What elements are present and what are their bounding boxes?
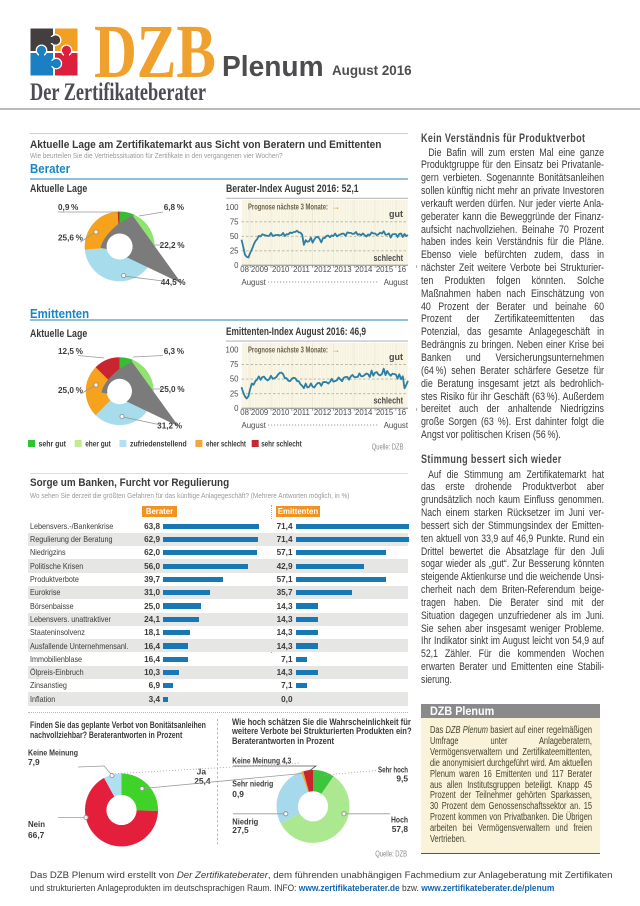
svg-text:Sehr niedrig: Sehr niedrig: [232, 779, 273, 789]
svg-text:2015: 2015: [376, 408, 394, 417]
svg-text:2011: 2011: [293, 408, 310, 417]
svg-text:Sehr hoch: Sehr hoch: [378, 764, 408, 774]
svg-text:25: 25: [230, 389, 239, 398]
svg-text:6,8 %: 6,8 %: [164, 203, 185, 212]
svg-text:2010: 2010: [272, 408, 290, 417]
svg-text:August: August: [242, 278, 267, 287]
svg-text:66,7: 66,7: [28, 830, 45, 840]
svg-text:75: 75: [230, 217, 239, 226]
svg-text:25,0 %: 25,0 %: [160, 385, 186, 394]
svg-text:9,5: 9,5: [396, 774, 408, 784]
svg-text:2010: 2010: [272, 265, 290, 274]
svg-text:→: →: [331, 344, 340, 354]
svg-text:Nein: Nein: [28, 819, 45, 829]
svg-text:→: →: [331, 202, 340, 212]
svg-text:16: 16: [397, 408, 406, 417]
svg-text:0,9: 0,9: [232, 789, 244, 799]
svg-text:27,5: 27,5: [232, 825, 249, 835]
svg-text:schlecht: schlecht: [374, 253, 404, 263]
svg-text:gut: gut: [389, 352, 403, 362]
svg-text:6,3 %: 6,3 %: [164, 347, 185, 356]
svg-text:08: 08: [240, 265, 249, 274]
svg-text:25,0 %: 25,0 %: [58, 386, 84, 395]
svg-text:eher schlecht: eher schlecht: [206, 440, 246, 449]
svg-text:100: 100: [225, 203, 239, 212]
svg-text:50: 50: [230, 232, 239, 241]
svg-text:gut: gut: [389, 209, 403, 219]
svg-text:2009: 2009: [251, 265, 268, 274]
svg-text:2011: 2011: [293, 265, 310, 274]
svg-text:sehr schlecht: sehr schlecht: [261, 440, 302, 449]
svg-text:2013: 2013: [334, 408, 351, 417]
svg-text:31,2 %: 31,2 %: [157, 422, 183, 431]
svg-text:Ja: Ja: [197, 767, 207, 777]
svg-text:08: 08: [240, 408, 249, 417]
svg-text:2012: 2012: [314, 265, 331, 274]
svg-text:Emittenten-Index August 2016:: Emittenten-Index August 2016: 46,9: [226, 326, 366, 338]
svg-text:Keine Meinung 4,3: Keine Meinung 4,3: [232, 756, 291, 766]
svg-text:16: 16: [397, 265, 406, 274]
svg-text:22,2 %: 22,2 %: [160, 241, 186, 250]
svg-text:zufriedenstellend: zufriedenstellend: [130, 440, 187, 449]
svg-text:schlecht: schlecht: [374, 396, 404, 406]
svg-text:7,9: 7,9: [28, 757, 40, 767]
svg-text:Berater-Index August 2016: 52,: Berater-Index August 2016: 52,1: [226, 183, 359, 195]
svg-text:0,9 %: 0,9 %: [58, 203, 79, 212]
svg-text:0: 0: [234, 404, 239, 413]
svg-text:Prognose nächste 3 Monate:: Prognose nächste 3 Monate:: [248, 345, 328, 354]
svg-text:Keine Meinung: Keine Meinung: [28, 748, 78, 758]
svg-text:eher gut: eher gut: [85, 440, 111, 449]
svg-text:August: August: [242, 421, 267, 430]
svg-text:August: August: [384, 421, 409, 430]
svg-text:2009: 2009: [251, 408, 268, 417]
svg-text:2015: 2015: [376, 265, 394, 274]
svg-text:57,8: 57,8: [392, 824, 409, 834]
svg-text:12,5 %: 12,5 %: [58, 347, 84, 356]
svg-text:August: August: [384, 278, 409, 287]
svg-text:2014: 2014: [355, 265, 373, 274]
svg-text:25,4: 25,4: [194, 776, 211, 786]
svg-text:Niedrig: Niedrig: [232, 817, 258, 827]
svg-text:25: 25: [230, 246, 239, 255]
svg-text:100: 100: [225, 346, 239, 355]
svg-text:44,5 %: 44,5 %: [161, 278, 187, 287]
svg-text:Prognose nächste 3 Monate:: Prognose nächste 3 Monate:: [248, 203, 328, 212]
svg-text:Hoch: Hoch: [391, 815, 408, 825]
svg-text:2012: 2012: [314, 408, 331, 417]
svg-text:0: 0: [234, 261, 239, 270]
svg-text:50: 50: [230, 375, 239, 384]
svg-text:Quelle: DZB: Quelle: DZB: [375, 850, 407, 859]
svg-text:2014: 2014: [355, 408, 373, 417]
svg-text:sehr gut: sehr gut: [39, 440, 67, 449]
svg-text:25,6 %: 25,6 %: [58, 234, 84, 243]
svg-text:Quelle: DZB: Quelle: DZB: [372, 443, 404, 452]
svg-text:2013: 2013: [334, 265, 351, 274]
svg-text:75: 75: [230, 360, 239, 369]
